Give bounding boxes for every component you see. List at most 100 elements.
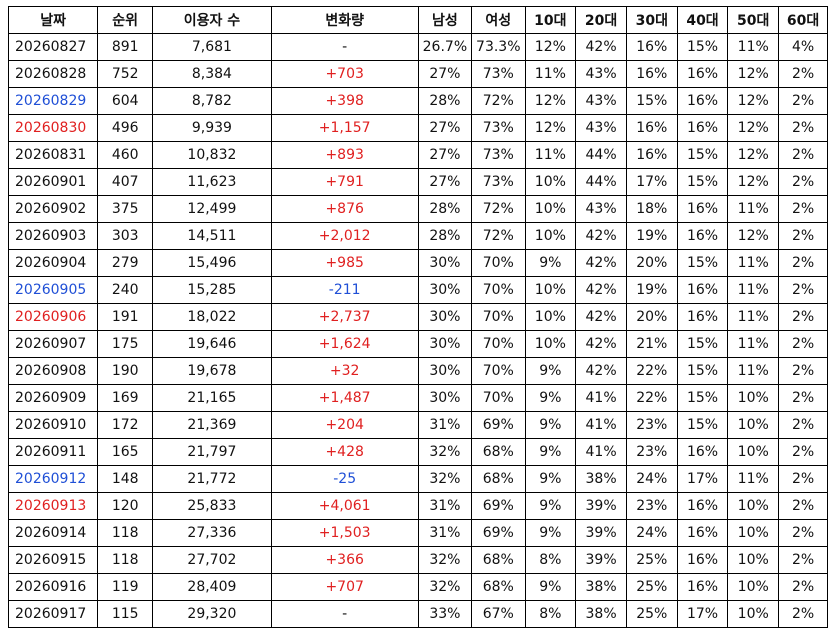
date-cell: 20260910 bbox=[7, 411, 99, 439]
age-30s-cell: 16% bbox=[625, 141, 678, 169]
female-ratio-cell: 73% bbox=[471, 114, 526, 142]
age-50s-cell: 11% bbox=[727, 303, 780, 331]
rank-cell: 148 bbox=[97, 465, 154, 493]
age-40s-cell: 16% bbox=[676, 492, 729, 520]
age-30s-cell: 23% bbox=[625, 492, 678, 520]
table-row: 20260914 118 27,336 +1,503 31% 69% 9% 39% 24% 16%… bbox=[7, 519, 828, 547]
age-10s-cell: 9% bbox=[524, 384, 577, 412]
age-20s-cell: 41% bbox=[575, 438, 627, 466]
change-cell: +791 bbox=[270, 168, 419, 196]
date-cell: 20260906 bbox=[7, 303, 99, 331]
age-40s-cell: 16% bbox=[676, 303, 729, 331]
change-cell: +32 bbox=[270, 357, 419, 385]
users-cell: 25,833 bbox=[152, 492, 272, 520]
female-ratio-cell: 68% bbox=[471, 546, 526, 574]
users-cell: 27,702 bbox=[152, 546, 272, 574]
change-cell: +398 bbox=[270, 87, 419, 115]
age-60s-cell: 2% bbox=[778, 114, 828, 142]
table-row: 20260827 891 7,681-26.7% 73.3% 12% 42% 16% 15% 1… bbox=[7, 33, 828, 61]
age-40s-cell: 16% bbox=[676, 60, 729, 88]
change-cell: +1,157 bbox=[270, 114, 419, 142]
rank-cell: 279 bbox=[97, 249, 154, 277]
age-30s-cell: 25% bbox=[625, 573, 678, 601]
age-60s-cell: 4% bbox=[778, 33, 828, 61]
age-50s-cell: 11% bbox=[727, 465, 780, 493]
age-50s-cell: 10% bbox=[727, 519, 780, 547]
age-50s-cell: 11% bbox=[727, 33, 780, 61]
rank-cell: 240 bbox=[97, 276, 154, 304]
female-ratio-cell: 68% bbox=[471, 438, 526, 466]
rank-cell: 604 bbox=[97, 87, 154, 115]
age-50s-cell: 12% bbox=[727, 168, 780, 196]
male-ratio-cell: 32% bbox=[417, 438, 473, 466]
users-cell: 8,384 bbox=[152, 60, 272, 88]
rank-cell: 118 bbox=[97, 546, 154, 574]
age-40s-cell: 16% bbox=[676, 546, 729, 574]
male-ratio-cell: 30% bbox=[417, 276, 473, 304]
male-ratio-cell: 26.7% bbox=[417, 33, 473, 61]
age-30s-cell: 22% bbox=[625, 357, 678, 385]
rank-cell: 169 bbox=[97, 384, 154, 412]
age-60s-cell: 2% bbox=[778, 600, 828, 628]
age-50s-cell: 11% bbox=[727, 357, 780, 385]
age-60s-cell: 2% bbox=[778, 465, 828, 493]
age-20s-cell: 41% bbox=[575, 411, 627, 439]
age-60s-cell: 2% bbox=[778, 249, 828, 277]
female-ratio-cell: 70% bbox=[471, 276, 526, 304]
age-10s-cell: 11% bbox=[524, 60, 577, 88]
age-40s-cell: 16% bbox=[676, 519, 729, 547]
age-60s-cell: 2% bbox=[778, 168, 828, 196]
change-cell: +707 bbox=[270, 573, 419, 601]
rank-cell: 119 bbox=[97, 573, 154, 601]
table-row: 20260830 496 9,939 +1,157 27% 73% 12% 43% 16% 16%… bbox=[7, 114, 828, 142]
date-cell: 20260901 bbox=[7, 168, 99, 196]
female-ratio-cell: 70% bbox=[471, 303, 526, 331]
header-age-40s: 40대 bbox=[676, 6, 729, 34]
header-row: 날짜 순위 이용자 수 변화량 남성 여성 10대 20대 30대 40대 50… bbox=[7, 6, 828, 34]
date-cell: 20260830 bbox=[7, 114, 99, 142]
table-row: 20260912 148 21,772 -25 32% 68% 9% 38% 24% 17% 11%… bbox=[7, 465, 828, 493]
age-60s-cell: 2% bbox=[778, 330, 828, 358]
users-cell: 12,499 bbox=[152, 195, 272, 223]
table-row: 20260831 460 10,832 +893 27% 73% 11% 44% 16% 15% 1… bbox=[7, 141, 828, 169]
age-50s-cell: 12% bbox=[727, 87, 780, 115]
age-50s-cell: 11% bbox=[727, 276, 780, 304]
change-cell: +893 bbox=[270, 141, 419, 169]
age-60s-cell: 2% bbox=[778, 519, 828, 547]
header-age-60s: 60대 bbox=[778, 6, 828, 34]
users-cell: 19,646 bbox=[152, 330, 272, 358]
date-cell: 20260911 bbox=[7, 438, 99, 466]
age-40s-cell: 15% bbox=[676, 357, 729, 385]
age-40s-cell: 16% bbox=[676, 438, 729, 466]
age-40s-cell: 17% bbox=[676, 465, 729, 493]
age-30s-cell: 18% bbox=[625, 195, 678, 223]
change-cell: - bbox=[270, 33, 419, 61]
age-30s-cell: 25% bbox=[625, 600, 678, 628]
age-40s-cell: 15% bbox=[676, 33, 729, 61]
header-age-50s: 50대 bbox=[727, 6, 780, 34]
female-ratio-cell: 68% bbox=[471, 573, 526, 601]
female-ratio-cell: 72% bbox=[471, 87, 526, 115]
age-20s-cell: 39% bbox=[575, 546, 627, 574]
rank-cell: 891 bbox=[97, 33, 154, 61]
age-20s-cell: 43% bbox=[575, 195, 627, 223]
change-cell: +1,487 bbox=[270, 384, 419, 412]
age-10s-cell: 8% bbox=[524, 546, 577, 574]
rank-cell: 460 bbox=[97, 141, 154, 169]
table-row: 20260902 375 12,499 +876 28% 72% 10% 43% 18% 16% 1… bbox=[7, 195, 828, 223]
change-cell: +366 bbox=[270, 546, 419, 574]
users-cell: 18,022 bbox=[152, 303, 272, 331]
age-60s-cell: 2% bbox=[778, 438, 828, 466]
age-50s-cell: 10% bbox=[727, 573, 780, 601]
date-cell: 20260917 bbox=[7, 600, 99, 628]
age-40s-cell: 15% bbox=[676, 330, 729, 358]
users-cell: 21,772 bbox=[152, 465, 272, 493]
age-50s-cell: 10% bbox=[727, 411, 780, 439]
users-cell: 11,623 bbox=[152, 168, 272, 196]
age-60s-cell: 2% bbox=[778, 573, 828, 601]
female-ratio-cell: 67% bbox=[471, 600, 526, 628]
age-10s-cell: 9% bbox=[524, 519, 577, 547]
female-ratio-cell: 72% bbox=[471, 195, 526, 223]
age-60s-cell: 2% bbox=[778, 357, 828, 385]
male-ratio-cell: 27% bbox=[417, 114, 473, 142]
